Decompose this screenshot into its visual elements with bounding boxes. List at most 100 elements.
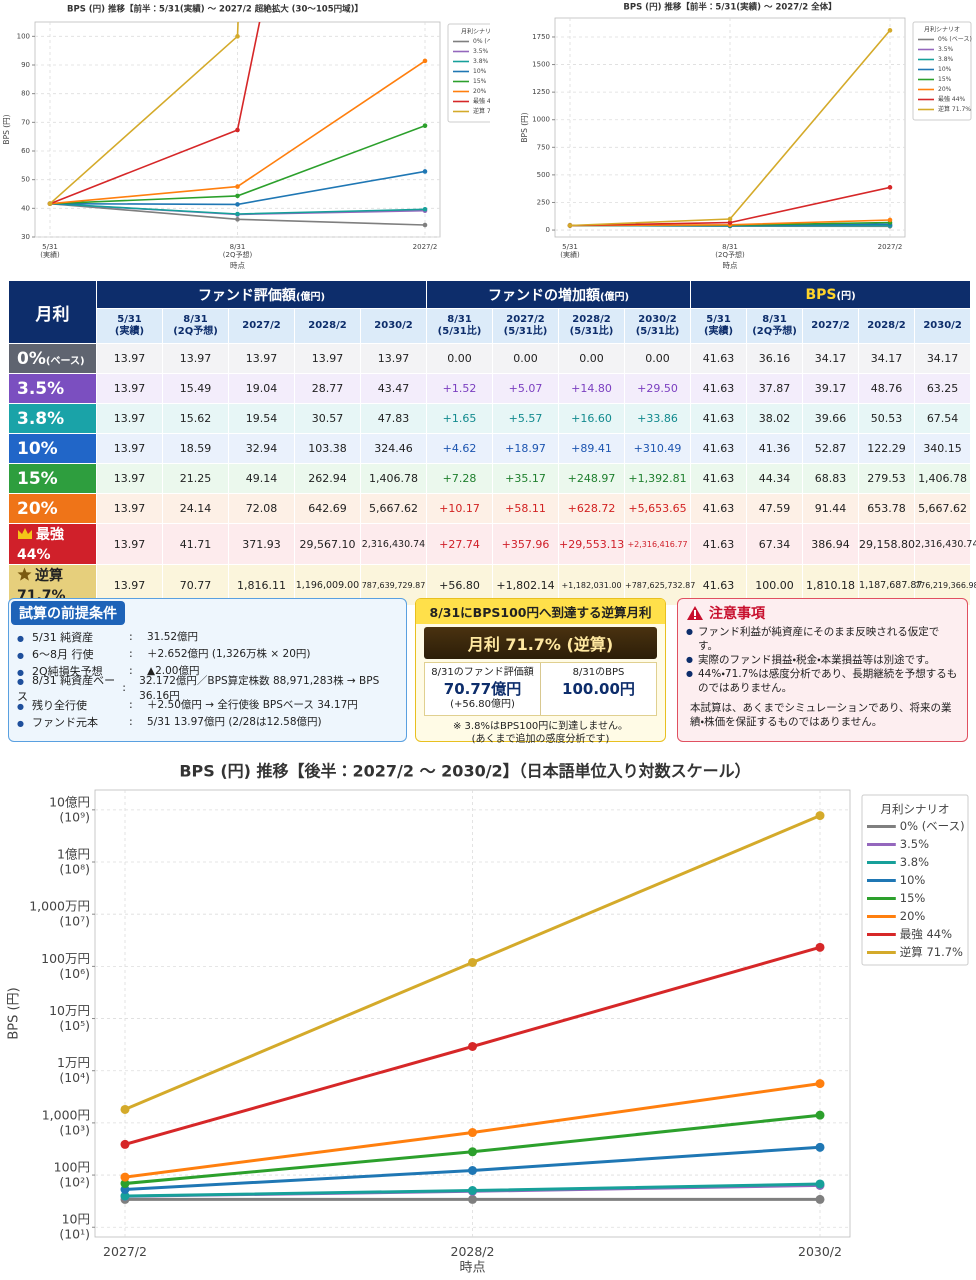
column-header: 2027/2 (5/31比) [492,308,560,344]
box-title: 試算の前提条件 [11,601,125,625]
legend-label: 3.5% [938,46,954,53]
legend-label: 15% [900,891,926,905]
table-cell: 41.63 [690,493,748,524]
y-tick-label: 750 [537,143,550,151]
column-header: 2027/2 [802,308,860,344]
y-tick-label: 80 [21,90,30,98]
row-label-note: (ベース) [45,355,85,367]
x-tick-label: 5/31 (実績) [560,243,580,259]
data-point [235,184,240,189]
item-key: ファンド元本 [17,714,129,730]
column-header: 8/31 (5/31比) [426,308,494,344]
x-tick-label: 2027/2 [878,243,903,251]
series-layer [47,22,428,228]
legend-label: 3.8% [473,58,489,65]
scenario-table: 月利 ファンド評価額(億円) ファンドの増加額(億円) BPS(円) 5/31 (実績)… [8,280,976,606]
legend-label: 3.5% [900,837,929,851]
table-cell: 48.76 [858,373,916,404]
table-cell: 67.54 [914,403,972,434]
data-point [422,207,428,212]
chart: BPS (円) 推移【後半：2027/2 ～ 2030/2】（日本語単位入り対数… [7,762,969,1276]
row-label: 20% [8,493,97,524]
legend-label: 最強 44% [473,97,490,105]
table-cell: +29,553.13 [558,523,626,565]
legend-label: 10% [473,68,487,75]
table-cell: 122.29 [858,433,916,464]
item-value: 5/31 13.97億円 (2/28は12.58億円) [147,716,322,728]
data-point [887,217,893,223]
assumption-item: 8/31 純資産ベース:32.172億円／BPS算定株数 88,971,283株… [9,674,406,703]
bps-value: 100.00円 [562,680,635,698]
data-point [567,223,573,228]
data-point [47,201,53,206]
x-tick-label: 8/31 (2Q予想) [715,243,745,259]
column-header: 2030/2 [914,308,972,344]
data-point [468,1147,477,1157]
item-key: 5/31 純資産 [17,629,129,645]
legend-label: 3.8% [900,855,929,869]
data-point [815,1142,825,1152]
row-label-text: 3.5% [17,378,65,399]
table-cell: +1,392.81 [624,463,692,494]
legend-label: 20% [473,88,487,95]
table-cell: 28.77 [294,373,361,404]
column-header: 2028/2 (5/31比) [558,308,626,344]
legend-label: 15% [938,76,952,83]
table-cell: 13.97 [359,343,428,374]
table-cell: +7.28 [426,463,494,494]
group-header: BPS(円) [690,280,972,309]
table-cell: 2,316,430.74 [914,523,976,565]
legend-label: 0% (ベース) [900,819,965,833]
table-cell: +5.07 [492,373,560,404]
table-cell: 18.59 [162,433,229,464]
fund-cell: 8/31のファンド評価額 70.77億円 (+56.80億円) [425,663,541,715]
table-cell: 13.97 [294,343,361,374]
table-cell: +14.80 [558,373,626,404]
bps-label: 8/31のBPS [572,667,625,678]
assumption-item: 残り全行使:＋2.50億円 → 全行使後 BPSベース 34.17円 [9,696,406,713]
table-cell: 15.49 [162,373,229,404]
table-cell: 34.17 [858,343,916,374]
result-panel: 8/31のファンド評価額 70.77億円 (+56.80億円) 8/31のBPS 10… [424,662,657,716]
table-cell: 41.71 [162,523,229,565]
table-cell: 32.94 [228,433,295,464]
box-title: 注意事項 [709,606,765,622]
table-cell: 15.62 [162,403,229,434]
item-value: ▲2.00億円 [147,665,200,677]
chart-title: BPS (円) 推移【後半：2027/2 ～ 2030/2】（日本語単位入り対数… [179,762,750,781]
data-point [815,811,825,821]
y-tick-label: 100 [17,32,30,40]
data-point [468,1128,477,1138]
column-header: 8/31 (2Q予想) [162,308,229,344]
table-cell: 91.44 [802,493,860,524]
table-cell: 34.17 [802,343,860,374]
note-item: 実際のファンド損益・税金・本業損益等は別途です。 [686,653,959,667]
legend-label: 20% [900,909,926,923]
y-axis-label: BPS (円) [520,112,529,142]
data-point [468,1194,477,1204]
y-tick-label: 30 [21,233,30,241]
data-point [120,1104,130,1114]
row-label-text: 3.8% [17,408,65,429]
fund-label: 8/31のファンド評価額 [431,667,534,678]
y-tick-label: 50 [21,176,30,184]
y-tick-label: 10円(10¹) [59,1211,90,1241]
table-cell: 50.53 [858,403,916,434]
x-axis-label: 時点 [723,261,738,270]
row-label: 0%(ベース) [8,343,97,374]
legend-label: 0% (ベース) [473,38,490,45]
table-cell: 371.93 [228,523,295,565]
table-cell: +248.97 [558,463,626,494]
legend-box [912,21,972,121]
data-point [235,127,240,133]
data-point [120,1191,130,1201]
data-point [120,1139,130,1149]
table-cell: 0.00 [492,343,560,374]
notes-box: 注意事項 ファンド利益が純資産にそのまま反映される仮定です。 実際のファンド損益… [677,598,968,742]
data-point [235,211,240,217]
table-cell: 340.15 [914,433,972,464]
legend-box [861,794,969,966]
table-cell: +1.65 [426,403,494,434]
table-cell: +1.52 [426,373,494,404]
data-point [887,28,893,33]
